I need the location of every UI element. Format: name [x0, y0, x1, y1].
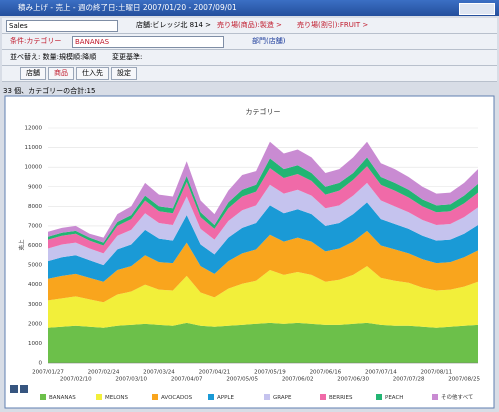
y-tick-label: 6000 [28, 243, 42, 249]
condition-input[interactable]: BANANAS [72, 36, 224, 48]
x-tick-label: 2007/03/24 [143, 370, 175, 376]
y-tick-label: 0 [39, 361, 43, 367]
legend-swatch [320, 394, 326, 400]
y-tick-label: 4000 [28, 282, 42, 288]
tab[interactable]: 商品 [48, 67, 74, 80]
x-tick-label: 2007/02/24 [88, 370, 120, 376]
zoom-button[interactable] [20, 385, 28, 393]
y-tick-label: 11000 [25, 145, 43, 151]
legend-label: PEACH [385, 395, 403, 401]
y-tick-label: 2000 [28, 321, 42, 327]
x-tick-label: 2007/04/21 [199, 370, 231, 376]
status-text: 33 個、カテゴリーの合計:15 [3, 87, 96, 95]
condition-row: 条件:カテゴリー BANANAS 部門(店舗) [2, 34, 497, 50]
area [48, 322, 478, 363]
legend-label: APPLE [217, 395, 234, 401]
x-tick-label: 2007/02/10 [60, 377, 92, 383]
sort-row: 並べ替え: 数量:規模順:降順 変更基準: [2, 50, 497, 66]
legend-label: GRAPE [273, 395, 292, 401]
x-tick-label: 2007/07/14 [365, 370, 397, 376]
tab[interactable]: 仕入先 [76, 67, 109, 80]
x-tick-label: 2007/05/19 [254, 370, 286, 376]
legend-swatch [152, 394, 158, 400]
toolbar-row: Sales 店舗:ビレッジ北 814 > 売り場(商品):製造 > 売り場(割引… [2, 18, 497, 34]
condition-label: 条件:カテゴリー [10, 37, 62, 45]
measure-select[interactable]: Sales [6, 20, 118, 32]
area [48, 141, 478, 243]
legend-swatch [96, 394, 102, 400]
y-tick-label: 7000 [28, 223, 42, 229]
y-tick-label: 1000 [28, 341, 42, 347]
area [48, 182, 478, 266]
change-label: 変更基準: [112, 53, 143, 61]
sort-label: 並べ替え: 数量:規模順:降順 [10, 53, 97, 61]
x-tick-label: 2007/08/25 [448, 377, 480, 383]
x-tick-label: 2007/06/02 [282, 377, 314, 383]
legend-swatch [376, 394, 382, 400]
y-tick-label: 9000 [28, 184, 42, 190]
legend-swatch [40, 394, 46, 400]
area [48, 157, 478, 246]
legend-label: BANANAS [49, 395, 76, 401]
area [48, 266, 478, 328]
x-tick-label: 2007/07/28 [393, 377, 425, 383]
legend-label: AVOCADOS [161, 395, 193, 401]
y-tick-label: 3000 [28, 302, 42, 308]
x-tick-label: 2007/06/30 [337, 377, 369, 383]
zoom-button[interactable] [10, 385, 18, 393]
tab-row: 店舗 商品 仕入先 設定 [2, 66, 497, 82]
x-tick-label: 2007/06/16 [310, 370, 342, 376]
chart-title: カテゴリー [246, 107, 281, 116]
legend-label: その他すべて [441, 393, 473, 401]
y-tick-label: 12000 [25, 126, 43, 132]
x-tick-label: 2007/04/07 [171, 377, 203, 383]
legend-label: BERRIES [329, 395, 353, 401]
y-tick-label: 5000 [28, 263, 42, 269]
x-tick-label: 2007/08/11 [421, 370, 453, 376]
window-controls[interactable] [459, 3, 495, 15]
x-tick-label: 2007/03/10 [115, 377, 147, 383]
x-tick-label: 2007/05/05 [226, 377, 258, 383]
y-tick-label: 10000 [25, 165, 43, 171]
title-bar: 積み上げ - 売上 - 週の終了日:土曜日 2007/01/20 - 2007/… [0, 0, 499, 16]
breadcrumb[interactable]: 売り場(割引):FRUIT > [297, 21, 369, 29]
y-tick-label: 8000 [28, 204, 42, 210]
breadcrumb[interactable]: 売り場(商品):製造 > [217, 21, 282, 29]
y-axis-label: 売上 [18, 239, 26, 251]
legend-swatch [208, 394, 214, 400]
area [48, 166, 478, 254]
tab[interactable]: 店舗 [20, 67, 46, 80]
tab[interactable]: 設定 [111, 67, 137, 80]
legend-swatch [264, 394, 270, 400]
breadcrumb[interactable]: 店舗:ビレッジ北 814 > [136, 21, 212, 29]
x-tick-label: 2007/01/27 [32, 370, 64, 376]
condition-link[interactable]: 部門(店舗) [252, 37, 286, 45]
legend-swatch [432, 394, 438, 400]
area [48, 230, 478, 303]
legend-label: MELONS [105, 395, 129, 401]
area [48, 202, 478, 282]
